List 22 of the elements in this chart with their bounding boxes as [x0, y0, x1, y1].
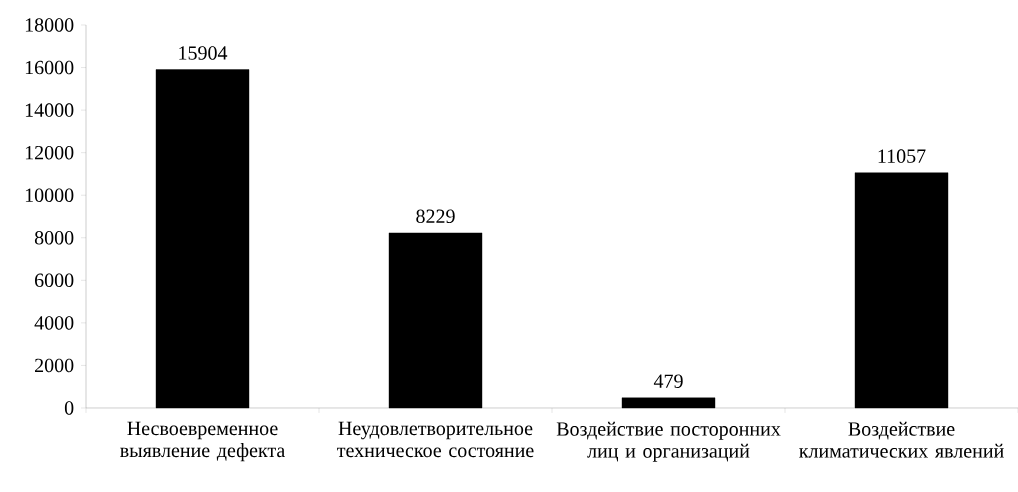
y-tick-label: 12000 [25, 145, 74, 160]
bar [621, 397, 716, 409]
y-tick-label: 16000 [25, 60, 74, 75]
bar [155, 69, 250, 409]
y-tick-label: 8000 [34, 231, 74, 245]
y-tick-label: 10000 [25, 188, 74, 202]
y-tick-label: 0 [64, 401, 74, 415]
y-tick-label: 6000 [35, 273, 74, 288]
x-tick-label: Несвоевременное выявление дефекта [120, 421, 285, 462]
y-tick-label: 4000 [34, 316, 74, 330]
bar [854, 172, 949, 409]
x-tick-label: Воздействие климатических явлений [799, 421, 1004, 458]
data-label: 8229 [416, 209, 455, 224]
x-tick-label: Неудовлетворительное техническое состояние [337, 421, 534, 458]
bar [388, 232, 483, 409]
y-tick-label: 2000 [35, 358, 74, 373]
y-tick-label: 18000 [25, 18, 74, 32]
data-label: 15904 [179, 46, 228, 60]
data-label: 11057 [878, 149, 926, 163]
y-tick-label: 14000 [25, 103, 74, 117]
x-tick-label: Воздействие посторонних лиц и организаций [556, 421, 781, 462]
data-label: 479 [653, 374, 683, 388]
